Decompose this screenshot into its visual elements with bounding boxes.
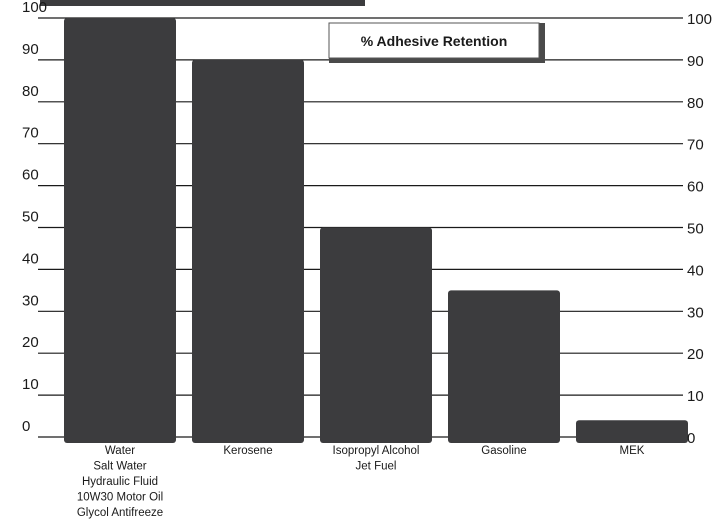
right-tick-60: 60 — [687, 179, 704, 196]
bar-2 — [320, 227, 432, 443]
category-label-0-1: Salt Water — [93, 461, 146, 473]
left-tick-90: 90 — [22, 41, 39, 58]
right-tick-40: 40 — [687, 262, 704, 279]
right-tick-100: 100 — [687, 11, 712, 28]
category-label-4-0: MEK — [620, 445, 645, 457]
category-label-1-0: Kerosene — [223, 445, 272, 457]
category-label-0-2: Hydraulic Fluid — [82, 476, 158, 488]
category-label-3-0: Gasoline — [481, 445, 526, 457]
left-tick-0: 0 — [22, 418, 30, 435]
bar-4 — [576, 420, 688, 443]
left-tick-80: 80 — [22, 83, 39, 100]
left-tick-100: 100 — [22, 0, 47, 16]
right-tick-10: 10 — [687, 388, 704, 405]
category-label-0-4: Glycol Antifreeze — [77, 507, 163, 519]
bar-3 — [448, 290, 560, 443]
category-label-0-0: Water — [105, 445, 135, 457]
legend-box — [328, 22, 540, 59]
right-tick-0: 0 — [687, 430, 695, 447]
left-tick-50: 50 — [22, 209, 39, 226]
right-tick-20: 20 — [687, 346, 704, 363]
category-labels: Water Salt Water Hydraulic Fluid 10W30 Moto… — [77, 445, 645, 519]
bar-1 — [192, 59, 304, 444]
top-edge-bar — [40, 0, 365, 6]
left-tick-60: 60 — [22, 167, 39, 184]
right-tick-90: 90 — [687, 53, 704, 70]
category-label-0-3: 10W30 Motor Oil — [77, 492, 163, 504]
bars — [64, 18, 688, 444]
bar-0 — [64, 18, 176, 443]
right-tick-30: 30 — [687, 304, 704, 321]
tick-labels: 0 10 20 30 40 50 60 70 80 90 100 0 10 20 30 40 50 60 70 80 9… — [22, 0, 712, 447]
left-tick-20: 20 — [22, 334, 39, 351]
category-label-2-0: Isopropyl Alcohol — [333, 445, 420, 457]
right-tick-70: 70 — [687, 137, 704, 154]
left-tick-40: 40 — [22, 250, 39, 267]
left-tick-30: 30 — [22, 292, 39, 309]
category-label-2-1: Jet Fuel — [356, 461, 397, 473]
left-tick-10: 10 — [22, 376, 39, 393]
right-tick-50: 50 — [687, 221, 704, 238]
left-tick-70: 70 — [22, 125, 39, 142]
legend: % Adhesive Retention — [328, 22, 545, 63]
right-tick-80: 80 — [687, 95, 704, 112]
legend-label: % Adhesive Retention — [361, 33, 508, 49]
